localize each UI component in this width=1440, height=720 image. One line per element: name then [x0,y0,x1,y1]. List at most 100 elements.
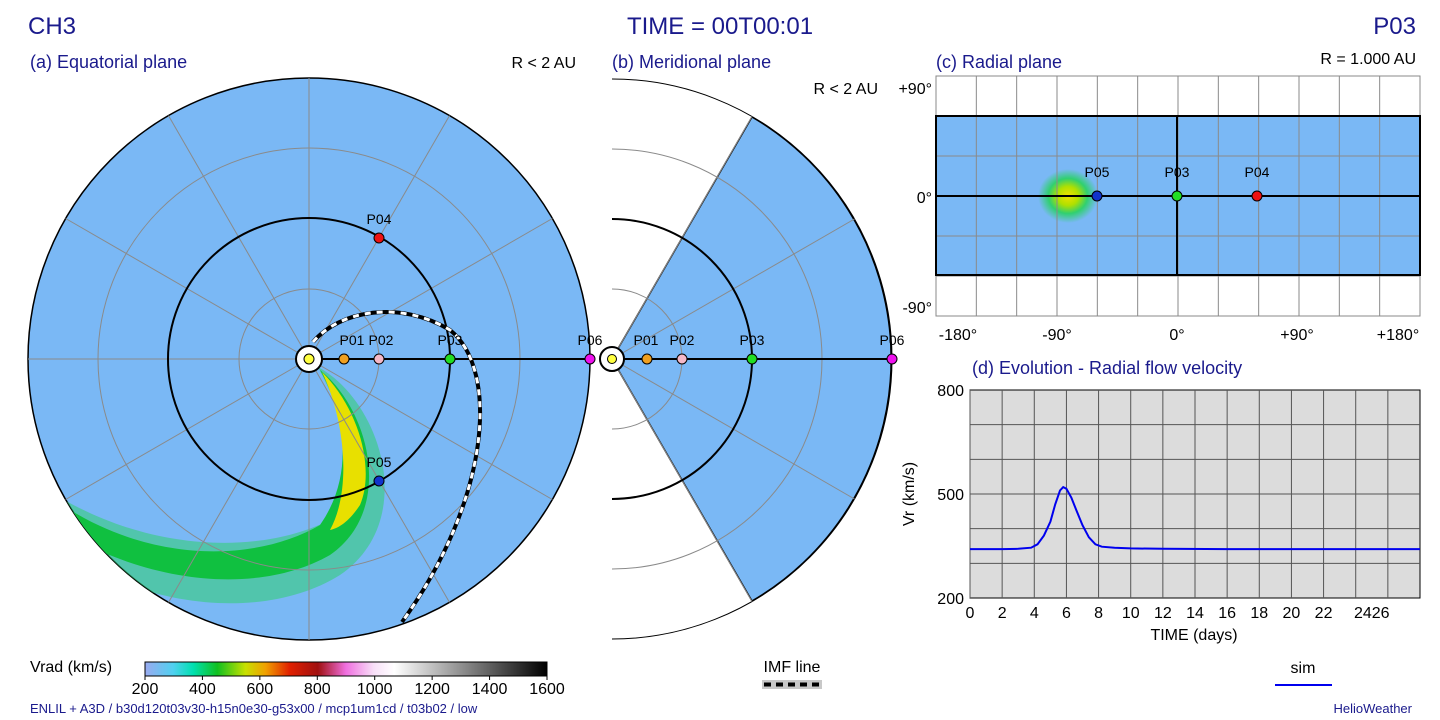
colorbar-tick-label: 1400 [472,681,508,698]
meridional-probe-label-p02: P02 [670,332,695,348]
radial-probe-marker-p05 [1091,190,1103,202]
series-sim-line [970,485,1420,551]
run-info: ENLIL + A3D / b30d120t03v30-h15n0e30-g53… [30,701,478,716]
colorbar-tick-label: 1000 [357,681,393,698]
grid-spoke-4 [168,115,303,348]
equatorial-plane-plot: P01 P02 P03 P04 P05 P06 [27,77,603,641]
probe-label-p01: P01 [340,332,365,348]
radial-xtick-0: -180° [939,327,977,344]
radial-ytick-2: -90° [902,300,932,317]
left-title: CH3 [28,13,76,40]
evolution-xtick: 0 [966,605,975,622]
panel-c-title: (c) Radial plane [936,52,1062,72]
grid-spoke-1 [320,218,553,353]
colorbar-label: Vrad (km/s) [30,659,112,676]
evolution-xtick: 2426 [1354,605,1390,622]
probe-marker-p02 [373,353,385,365]
radial-ytick-0: +90° [898,81,932,98]
evolution-xtick: 6 [1062,605,1071,622]
evolution-xtick: 20 [1283,605,1301,622]
radial-xtick-4: +180° [1377,327,1419,344]
evolution-xtick: 8 [1094,605,1103,622]
meridional-grid [611,116,892,602]
grid-spoke-8 [168,370,303,603]
imf-line-a-white [311,310,482,623]
probe-label-p03: P03 [438,332,463,348]
evolution-xtick: 16 [1218,605,1236,622]
meridional-spoke-3 [622,364,855,500]
meridional-probe-label-p06: P06 [880,332,905,348]
cme-yellow-core [322,372,366,530]
probe-label-p02: P02 [369,332,394,348]
meridional-probe-marker-p06 [886,353,898,365]
evolution-xtick: 2 [998,605,1007,622]
colorbar-tick-label: 1600 [529,681,565,698]
colorbar-ticks: 200 400 600 800 1000 1200 1400 1600 [132,676,565,698]
radial-plane-plot: P05 P03 P04 +90° 0° -90° -180° -90° 0° +90… [898,75,1421,344]
evolution-xlabel: TIME (days) [1150,627,1237,644]
meridional-probes: P01 P02 P03 P06 [634,332,905,365]
radial-probe-label-p04: P04 [1245,164,1270,180]
panel-b-title: (b) Meridional plane [612,52,771,72]
evolution-x-ticks: 0 2 4 6 8 10 12 14 16 18 20 22 2426 [966,605,1390,622]
colorbar-tick-label: 1200 [414,681,450,698]
panel-a-range: R < 2 AU [512,55,576,72]
radial-probe-label-p05: P05 [1085,164,1110,180]
meridional-probe-label-p01: P01 [634,332,659,348]
colorbar-tick-label: 800 [304,681,331,698]
grid-spoke-10 [315,370,450,603]
probe-label-p04: P04 [367,211,392,227]
meridional-spoke-1 [622,218,855,354]
credit: HelioWeather [1333,701,1412,716]
colorbar [144,661,548,677]
meridional-probe-marker-p02 [676,353,688,365]
radial-xtick-1: -90° [1042,327,1072,344]
probe-marker-p04 [373,232,385,244]
evolution-xtick: 22 [1315,605,1333,622]
probe-marker-p03 [444,353,456,365]
radial-probe-label-p03: P03 [1165,164,1190,180]
grid-spoke-2 [315,115,450,348]
panel-d-title: (d) Evolution - Radial flow velocity [972,358,1242,378]
probe-label-p05: P05 [367,454,392,470]
colorbar-tick-label: 200 [132,681,159,698]
meridional-spoke-4 [617,369,753,602]
evolution-ytick: 800 [937,383,964,400]
evolution-grid [969,390,1420,598]
meridional-probe-marker-p03 [746,353,758,365]
colorbar-tick-label: 600 [247,681,274,698]
equatorial-probes: P01 P02 P03 P04 P05 P06 [338,211,603,487]
evolution-ytick: 200 [937,591,964,608]
evolution-chart: 800 500 200 0 2 4 6 8 10 12 14 16 18 20 22 2426 Vr (km… [901,383,1421,686]
panel-c-range: R = 1.000 AU [1320,51,1416,68]
meridional-spoke-0 [617,116,753,349]
evolution-xtick: 12 [1154,605,1172,622]
cme-green-band [60,370,370,580]
sun-icon [303,353,315,365]
grid-spoke-5 [65,218,298,353]
radial-xtick-2: 0° [1169,327,1184,344]
grid-spoke-7 [65,365,298,500]
legend-sim-label: sim [1291,660,1316,677]
evolution-xtick: 14 [1186,605,1204,622]
probe-marker-p06 [584,353,596,365]
right-title: P03 [1373,13,1416,40]
imf-legend-label: IMF line [764,659,821,676]
evolution-ytick: 500 [937,487,964,504]
probe-marker-p05 [373,475,385,487]
probe-marker-p01 [338,353,350,365]
colorbar-tick-label: 400 [189,681,216,698]
evolution-xtick: 18 [1250,605,1268,622]
radial-probe-marker-p03 [1171,190,1183,202]
center-title: TIME = 00T00:01 [627,13,813,40]
panel-b-range: R < 2 AU [814,81,878,98]
radial-probes: P05 P03 P04 [1085,164,1270,202]
radial-ytick-1: 0° [917,190,932,207]
meridional-probe-label-p03: P03 [740,332,765,348]
radial-probe-marker-p04 [1251,190,1263,202]
probe-label-p06: P06 [578,332,603,348]
evolution-xtick: 10 [1122,605,1140,622]
meridional-plane-plot: P01 P02 P03 P06 [599,78,905,640]
meridional-probe-marker-p01 [641,353,653,365]
